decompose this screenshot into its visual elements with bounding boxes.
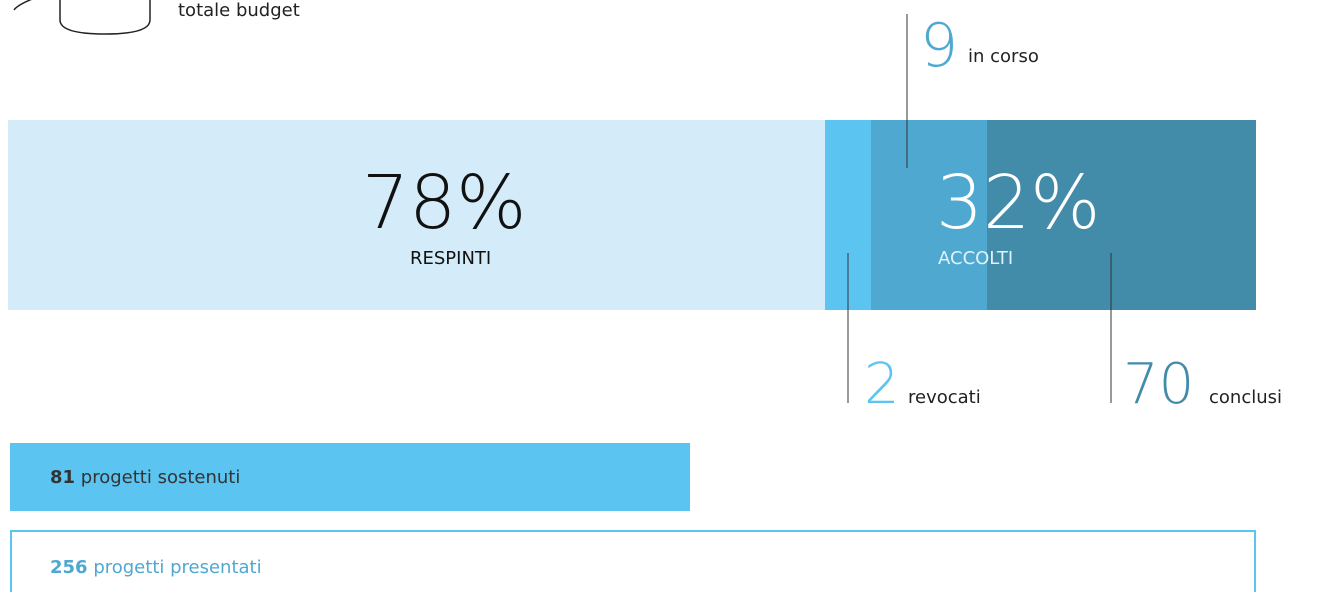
ongoing-segment — [871, 120, 987, 310]
completed-label: conclusi — [1209, 387, 1282, 408]
accepted-label: ACCOLTI — [938, 248, 1013, 269]
presented-value: 256 — [50, 557, 88, 578]
presented-text: 256 progetti presentati — [50, 557, 262, 578]
completed-value: 70 — [1123, 352, 1194, 417]
supported-text: 81 progetti sostenuti — [50, 467, 240, 488]
completed-segment — [987, 120, 1256, 310]
supported-value: 81 — [50, 467, 75, 488]
presented-label: progetti presentati — [93, 557, 261, 578]
supported-box — [10, 443, 690, 511]
rejected-segment — [8, 120, 825, 310]
revoked-label: revocati — [908, 387, 981, 408]
cylinder — [59, 0, 151, 35]
rejected-value: 78% — [362, 160, 526, 246]
rejected-label: RESPINTI — [410, 248, 491, 269]
ongoing-value: 9 — [920, 11, 958, 81]
budget-icon — [13, 0, 151, 35]
icon-stroke — [13, 0, 32, 11]
supported-label: progetti sostenuti — [81, 467, 241, 488]
accepted-value: 32% — [936, 160, 1100, 246]
ongoing-label: in corso — [968, 46, 1039, 67]
presented-box — [10, 530, 1256, 592]
budget-label: totale budget — [178, 0, 300, 21]
revoked-value: 2 — [864, 352, 900, 417]
